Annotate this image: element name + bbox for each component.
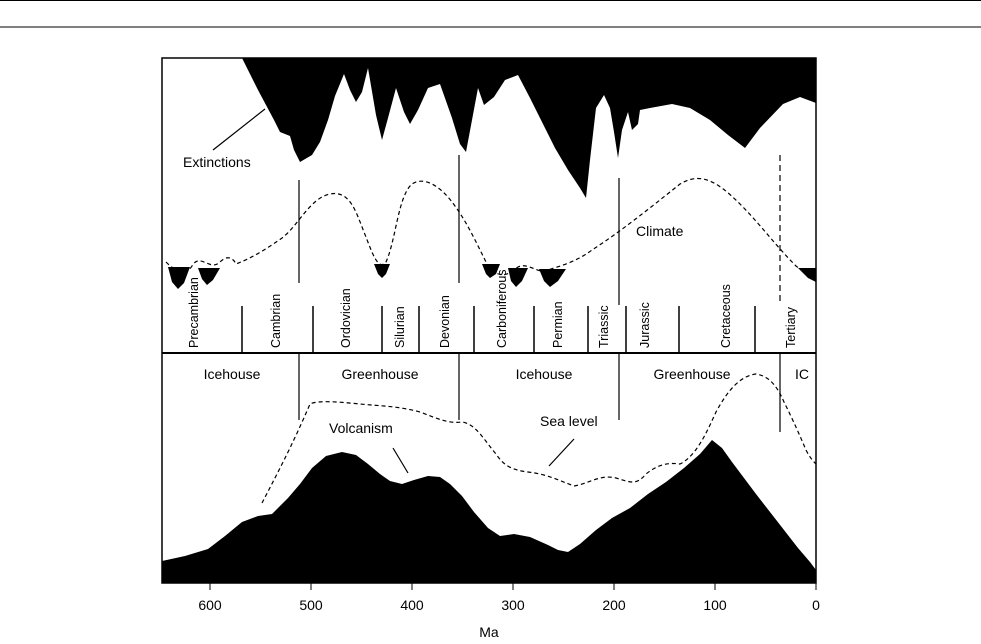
x-tick-label-500: 500 bbox=[299, 597, 323, 613]
period-cretaceous: Cretaceous bbox=[719, 284, 733, 348]
climate-blob-5 bbox=[508, 268, 528, 287]
extinctions-pointer bbox=[212, 108, 266, 151]
period-ordovician: Ordovician bbox=[339, 288, 353, 348]
regime-greenhouse-2: Greenhouse bbox=[653, 366, 730, 382]
period-triassic: Triassic bbox=[597, 305, 611, 348]
climate-curve bbox=[165, 177, 817, 276]
period-tertiary: Tertiary bbox=[784, 306, 798, 348]
regime-icehouse-2: Icehouse bbox=[516, 366, 573, 382]
climate-blob-4 bbox=[482, 264, 500, 278]
regime-ic: IC bbox=[795, 366, 809, 382]
x-tick-label-400: 400 bbox=[400, 597, 424, 613]
x-axis-label: Ma bbox=[479, 624, 499, 640]
sea-level-pointer bbox=[548, 438, 575, 467]
period-silurian: Silurian bbox=[393, 306, 407, 348]
sea-level-label: Sea level bbox=[540, 413, 598, 429]
period-cambrian: Cambrian bbox=[269, 294, 283, 348]
climate-blob-1 bbox=[168, 267, 190, 289]
period-devonian: Devonian bbox=[438, 295, 452, 348]
climate-blob-6 bbox=[539, 269, 566, 287]
x-tick-label-0: 0 bbox=[812, 597, 820, 613]
x-axis bbox=[209, 583, 817, 590]
climate-blob-3 bbox=[374, 264, 390, 278]
climate-label: Climate bbox=[636, 223, 684, 239]
regime-greenhouse-1: Greenhouse bbox=[341, 366, 418, 382]
volcanism-label: Volcanism bbox=[329, 420, 393, 436]
volcanism-profile bbox=[162, 440, 816, 583]
period-jurassic: Jurassic bbox=[638, 302, 652, 348]
x-tick-label-300: 300 bbox=[501, 597, 525, 613]
x-tick-label-200: 200 bbox=[602, 597, 626, 613]
volcanism-pointer bbox=[392, 447, 409, 474]
period-carboniferous: Carboniferous bbox=[495, 269, 509, 348]
regime-icehouse-1: Icehouse bbox=[204, 366, 261, 382]
x-tick-label-600: 600 bbox=[198, 597, 222, 613]
sea-level-curve bbox=[261, 373, 817, 504]
climate-blob-7 bbox=[798, 268, 816, 282]
period-precambrian: Precambrian bbox=[187, 277, 201, 348]
period-permian: Permian bbox=[551, 301, 565, 348]
climate-blob-2 bbox=[198, 268, 220, 285]
extinctions-profile bbox=[242, 58, 816, 198]
extinctions-label: Extinctions bbox=[183, 154, 251, 170]
x-tick-label-100: 100 bbox=[703, 597, 727, 613]
period-dividers bbox=[241, 306, 756, 353]
